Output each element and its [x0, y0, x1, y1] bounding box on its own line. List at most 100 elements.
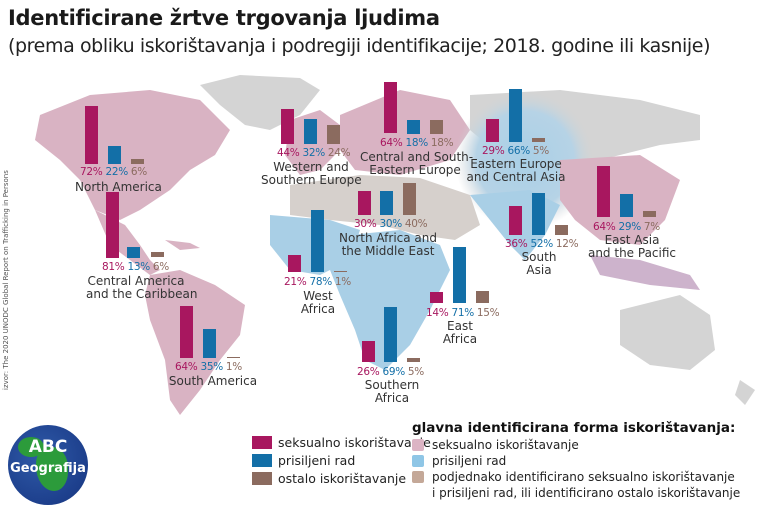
pct-forced: 35% — [200, 361, 223, 373]
bar-other — [151, 252, 164, 257]
bar-other — [403, 183, 416, 215]
pct-sexual: 29% — [482, 145, 505, 157]
bar-sexual — [486, 119, 499, 142]
pct-other: 1% — [334, 276, 351, 288]
region-label: East Africa — [442, 319, 478, 346]
bar-sexual — [597, 166, 610, 217]
legend-item-sexual: seksualno iskorištavanje — [252, 433, 431, 451]
bar-sexual — [106, 192, 119, 258]
logo-text-abc: ABC — [28, 437, 68, 457]
bar-sexual — [288, 255, 301, 272]
bar-sexual — [362, 341, 375, 362]
bar-sexual — [509, 206, 522, 235]
map-legend-item-forced: prisiljeni rad — [412, 453, 740, 469]
bar-other — [407, 358, 420, 362]
pct-other: 7% — [643, 221, 660, 233]
globe-land-icon — [18, 437, 44, 457]
pct-sexual: 30% — [354, 218, 377, 230]
pct-sexual: 72% — [80, 166, 103, 178]
bar-forced-labour — [380, 191, 393, 215]
pct-other: 6% — [152, 261, 169, 273]
abc-geografija-logo: ABC Geografija — [8, 425, 88, 505]
bar-forced-labour — [620, 194, 633, 217]
bar-other — [555, 225, 568, 235]
bar-other — [476, 291, 489, 303]
bar-forced-labour — [532, 193, 545, 235]
map-legend-item-equal-cont: i prisiljeni rad, ili identificirano ost… — [432, 486, 741, 500]
pct-forced: 22% — [105, 166, 128, 178]
pct-sexual: 36% — [505, 238, 528, 250]
pct-sexual: 14% — [426, 307, 449, 319]
region-label: Western and Southern Europe — [261, 160, 362, 187]
bar-other — [327, 125, 340, 144]
bar-forced-labour — [108, 146, 121, 164]
bar-sexual — [85, 106, 98, 164]
map-legend-title: glavna identificirana forma iskorištavan… — [412, 420, 736, 436]
pct-forced: 30% — [379, 218, 402, 230]
pct-forced: 13% — [127, 261, 150, 273]
pct-other: 15% — [476, 307, 500, 319]
legend-item-forced-labour: prisiljeni rad — [252, 451, 431, 469]
region-label: North Africa and the Middle East — [339, 231, 437, 258]
pct-other: 40% — [404, 218, 428, 230]
pct-other: 12% — [555, 238, 579, 250]
region-label: Southern Africa — [364, 378, 420, 405]
legend-item-other: ostalo iskorištavanje — [252, 469, 431, 487]
bar-sexual — [358, 191, 371, 215]
pct-forced: 29% — [618, 221, 641, 233]
pct-sexual: 21% — [284, 276, 307, 288]
region-label: Central America and the Caribbean — [86, 274, 198, 301]
swatch-map-equal — [412, 471, 424, 483]
bar-sexual — [281, 109, 294, 144]
swatch-other — [252, 471, 272, 485]
bar-forced-labour — [203, 329, 216, 358]
bar-other — [643, 211, 656, 217]
pct-other: 5% — [532, 145, 549, 157]
bar-sexual — [180, 306, 193, 358]
pct-forced: 52% — [530, 238, 553, 250]
source-note: izvor: The 2020 UNODC Global Report on T… — [2, 170, 10, 390]
chart-subtitle: (prema obliku iskorištavanja i podregiji… — [8, 35, 711, 57]
region-label: South America — [168, 374, 258, 388]
pct-sexual: 64% — [175, 361, 198, 373]
pct-forced: 18% — [405, 137, 428, 149]
pct-other: 5% — [407, 366, 424, 378]
pct-other: 1% — [225, 361, 242, 373]
region-label: South Asia — [521, 250, 557, 277]
bar-sexual — [430, 292, 443, 303]
bar-forced-labour — [384, 307, 397, 362]
pct-sexual: 64% — [593, 221, 616, 233]
bar-other — [334, 271, 347, 272]
region-label: West Africa — [300, 289, 336, 316]
swatch-sexual — [252, 435, 272, 449]
pct-sexual: 81% — [102, 261, 125, 273]
bar-other — [227, 357, 240, 358]
bar-forced-labour — [509, 89, 522, 142]
bar-sexual — [384, 82, 397, 133]
bar-other — [532, 138, 545, 142]
pct-sexual: 64% — [380, 137, 403, 149]
region-label: East Asia and the Pacific — [587, 233, 677, 260]
region-label: Eastern Europe and Central Asia — [466, 157, 566, 184]
swatch-map-sexual — [412, 439, 424, 451]
pct-forced: 66% — [507, 145, 530, 157]
pct-forced: 78% — [309, 276, 332, 288]
pct-forced: 71% — [451, 307, 474, 319]
bar-other — [430, 120, 443, 134]
bar-forced-labour — [311, 210, 324, 272]
pct-forced: 32% — [302, 147, 325, 159]
region-label: Central and South- Eastern Europe — [360, 150, 474, 177]
map-legend: glavna identificirana forma iskorištavan… — [412, 420, 740, 501]
bar-forced-labour — [453, 247, 466, 303]
region-label: North America — [75, 180, 162, 194]
map-legend-item-sexual: seksualno iskorištavanje — [412, 437, 740, 453]
bar-forced-labour — [304, 119, 317, 144]
pct-other: 24% — [327, 147, 351, 159]
swatch-map-forced — [412, 455, 424, 467]
bar-forced-labour — [127, 247, 140, 258]
pct-other: 6% — [130, 166, 147, 178]
swatch-forced-labour — [252, 453, 272, 467]
bar-other — [131, 159, 144, 164]
chart-title: Identificirane žrtve trgovanja ljudima — [8, 6, 440, 30]
pct-other: 18% — [430, 137, 454, 149]
